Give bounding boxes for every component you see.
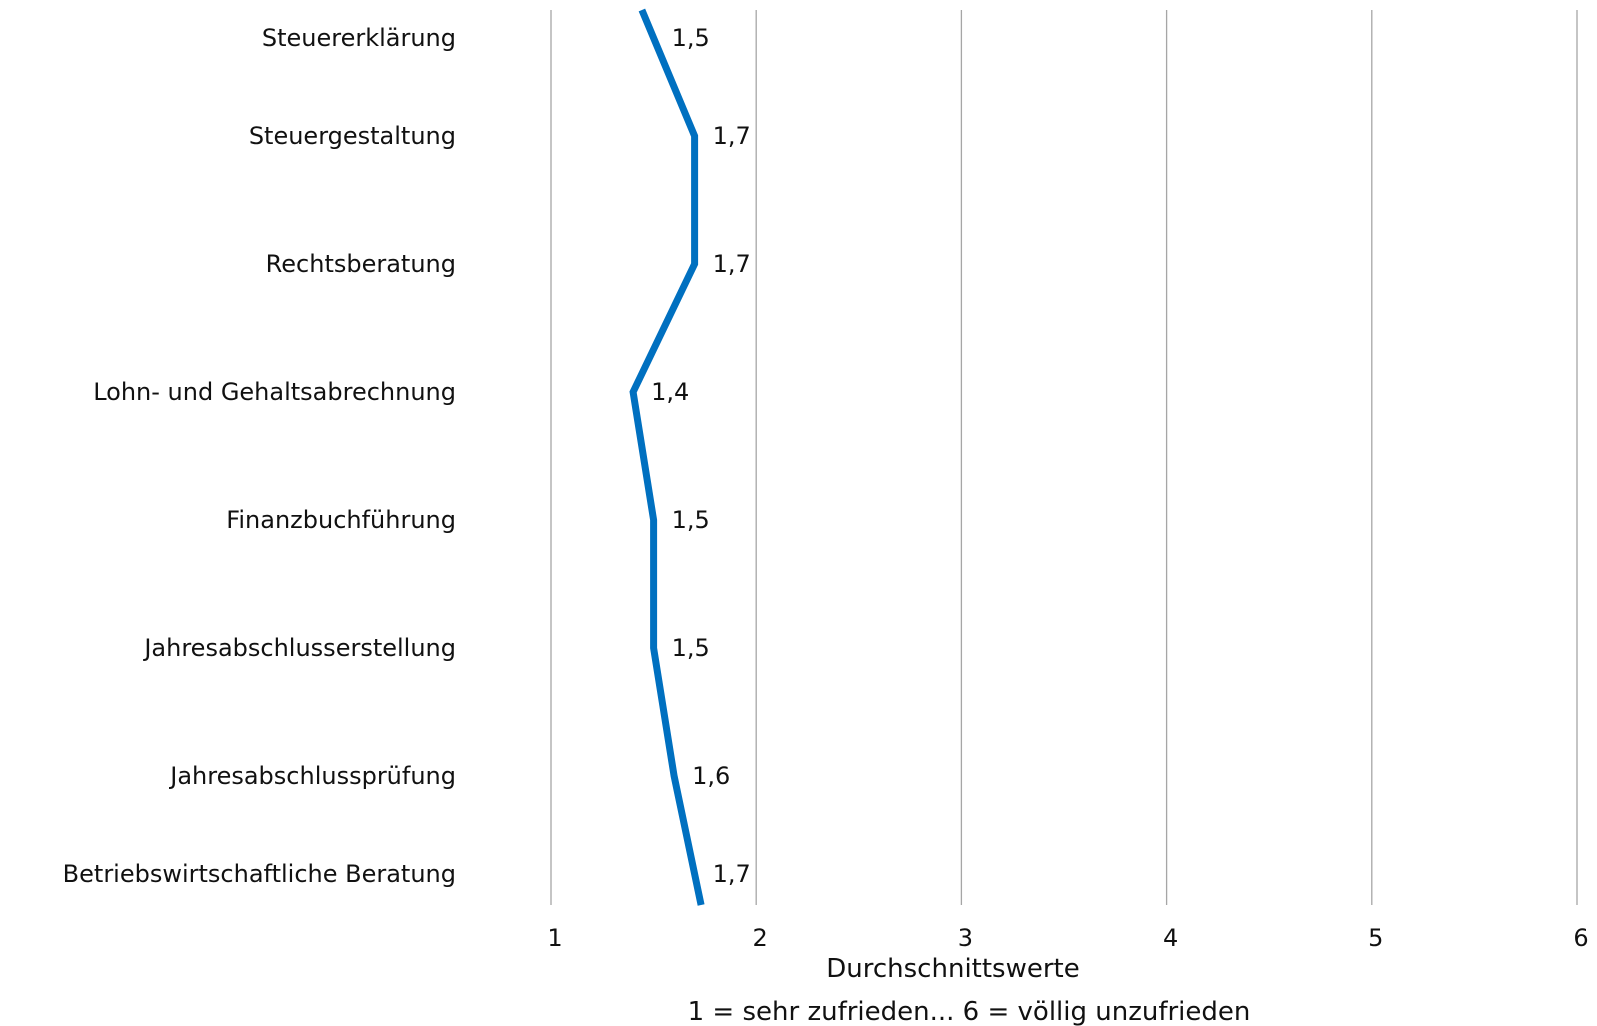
x-tick-label-2: 2 [753, 924, 768, 952]
gridlines [550, 10, 1578, 905]
data-label: 1,6 [692, 762, 730, 790]
x-axis-subtitle: 1 = sehr zufrieden... 6 = völlig unzufri… [688, 997, 1251, 1026]
series-line [629, 8, 705, 906]
x-tick-label-6: 6 [1573, 924, 1588, 952]
category-label: Jahresabschlussprüfung [168, 762, 456, 790]
data-label: 1,4 [651, 378, 689, 406]
x-tick-label-4: 4 [1163, 924, 1178, 952]
category-label: Rechtsberatung [266, 250, 456, 278]
data-labels: 1,5 1,7 1,7 1,4 1,5 1,5 1,6 1,7 [651, 24, 751, 888]
data-label: 1,7 [713, 250, 751, 278]
x-axis-title: Durchschnittswerte [826, 954, 1080, 984]
x-tick-labels: 1 2 3 4 5 6 [547, 924, 1588, 952]
category-label: Finanzbuchführung [226, 506, 456, 534]
x-tick-label-5: 5 [1368, 924, 1383, 952]
category-label: Steuergestaltung [249, 122, 456, 150]
x-tick-label-3: 3 [958, 924, 973, 952]
category-labels: Steuererklärung Steuergestaltung Rechtsber… [63, 24, 456, 888]
data-label: 1,5 [672, 24, 710, 52]
category-label: Lohn- und Gehaltsabrechnung [93, 378, 456, 406]
data-label: 1,7 [713, 122, 751, 150]
data-label: 1,5 [672, 506, 710, 534]
category-label: Betriebswirtschaftliche Beratung [63, 860, 456, 888]
x-tick-label-1: 1 [547, 924, 562, 952]
series-line-layer [629, 8, 705, 906]
category-label: Jahresabschlusserstellung [142, 634, 456, 662]
category-label: Steuererklärung [262, 24, 456, 52]
data-label: 1,7 [713, 860, 751, 888]
data-label: 1,5 [672, 634, 710, 662]
